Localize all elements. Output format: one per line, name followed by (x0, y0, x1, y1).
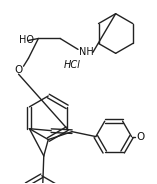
Text: NH: NH (78, 47, 93, 57)
Text: O: O (14, 65, 23, 75)
Text: O: O (136, 132, 145, 142)
Text: HCl: HCl (64, 60, 81, 70)
Text: HO: HO (19, 36, 34, 45)
